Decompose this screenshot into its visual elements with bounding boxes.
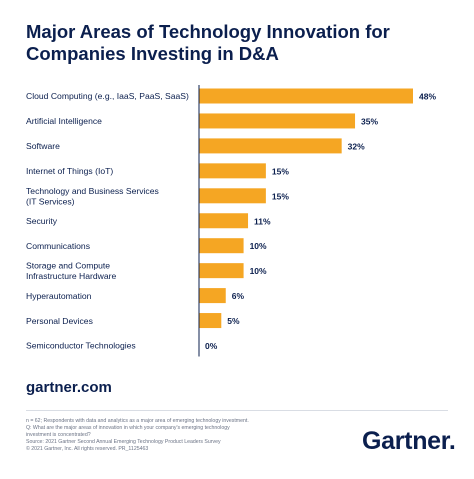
bar [199, 113, 356, 129]
site-link[interactable]: gartner.com [26, 379, 112, 396]
category-label: Security [26, 216, 58, 226]
footnote-line: Q: What are the major areas of innovatio… [26, 425, 230, 432]
footnotes: n = 62; Respondents with data and analyt… [26, 418, 346, 453]
bar [199, 213, 249, 229]
gartner-logo-text: Gartner [362, 427, 449, 455]
category-label: Infrastructure Hardware [26, 271, 116, 281]
bar [199, 288, 226, 304]
category-label: (IT Services) [26, 196, 75, 206]
category-label: Storage and Compute [26, 261, 110, 271]
bar [199, 163, 266, 179]
gartner-logo: Gartner. [362, 427, 456, 456]
data-label: 15% [272, 191, 289, 201]
category-label: Artificial Intelligence [26, 116, 102, 126]
category-label: Personal Devices [26, 316, 93, 326]
data-label: 15% [272, 166, 289, 176]
data-label: 10% [250, 241, 267, 251]
footnote-line: © 2021 Gartner, Inc. All rights reserved… [26, 446, 149, 453]
footer-divider [26, 410, 448, 411]
bar [199, 138, 342, 154]
bar-chart: 48% Cloud Computing (e.g., IaaS, PaaS, Sa… [26, 85, 436, 357]
chart-title: Major Areas of Technology Innovation for… [26, 21, 456, 65]
bar [199, 313, 222, 329]
category-label: Semiconductor Technologies [26, 341, 136, 351]
data-label: 5% [227, 316, 240, 326]
chart-title-line-2: Companies Investing in D&A [26, 43, 279, 64]
data-label: 10% [250, 266, 267, 276]
category-label: Hyperautomation [26, 291, 92, 301]
data-label: 35% [361, 116, 378, 126]
category-label: Communications [26, 241, 90, 251]
data-label: 32% [348, 141, 365, 151]
category-label: Software [26, 141, 60, 151]
bar [199, 238, 244, 254]
category-label: Technology and Business Services [26, 186, 159, 196]
data-label: 0% [205, 341, 218, 351]
bar [199, 188, 266, 204]
category-label: Cloud Computing (e.g., IaaS, PaaS, SaaS) [26, 91, 189, 101]
bar [199, 88, 413, 104]
footnote-line: investment is concentrated? [26, 432, 91, 439]
data-label: 48% [419, 92, 436, 102]
data-label: 11% [254, 216, 271, 226]
category-label: Internet of Things (IoT) [26, 166, 113, 176]
bar [199, 263, 244, 279]
footnote-line: Source: 2021 Gartner Second Annual Emerg… [26, 439, 221, 446]
data-label: 6% [232, 291, 245, 301]
footnote-line: n = 62; Respondents with data and analyt… [26, 418, 249, 424]
chart-title-line-1: Major Areas of Technology Innovation for [26, 21, 390, 42]
gartner-logo-dot: . [448, 427, 456, 455]
